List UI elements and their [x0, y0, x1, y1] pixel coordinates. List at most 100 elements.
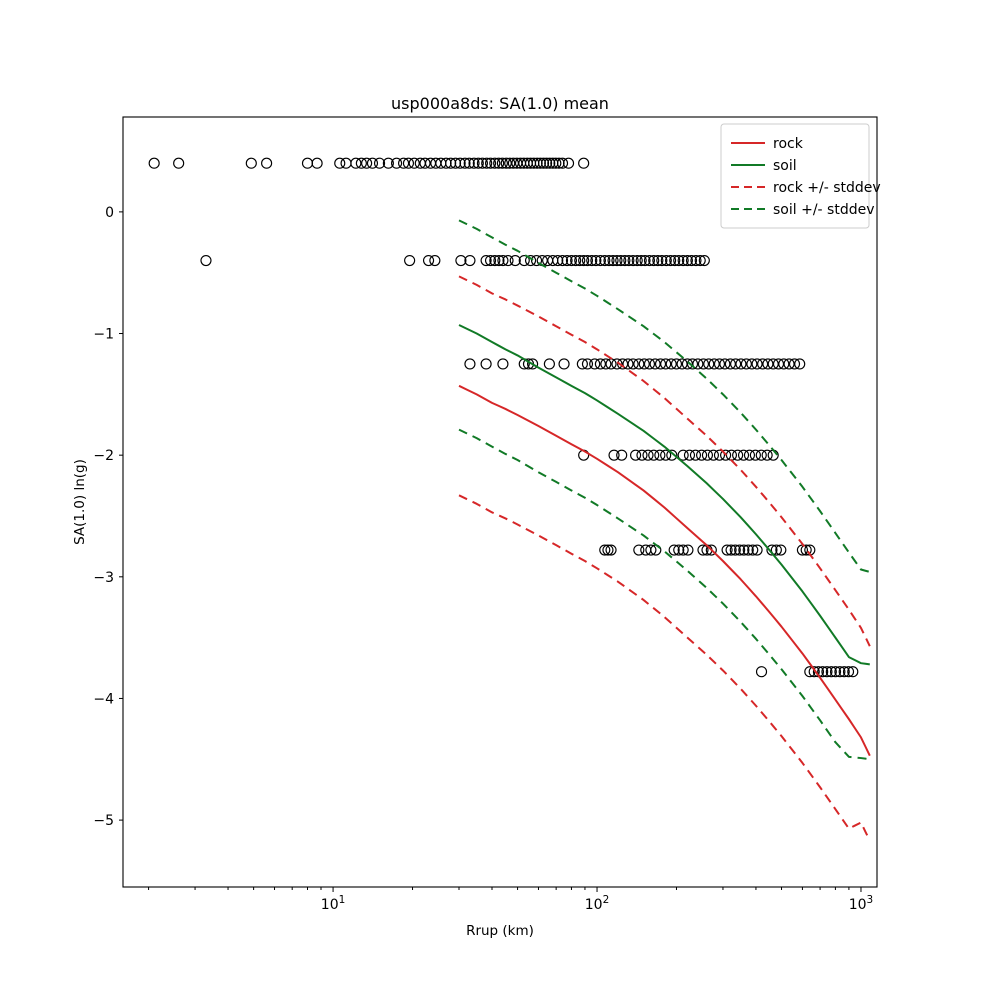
- scatter-point: [481, 157, 493, 169]
- scatter-point: [502, 254, 514, 267]
- scatter-point: [834, 666, 846, 678]
- scatter-point: [761, 449, 773, 461]
- scatter-point: [746, 358, 758, 370]
- scatter-point: [654, 449, 666, 461]
- scatter-point: [489, 157, 501, 169]
- scatter-point: [719, 358, 731, 370]
- x-tick-label: 103: [849, 894, 874, 913]
- scatter-point: [643, 358, 656, 370]
- scatter-point: [639, 254, 651, 267]
- scatter-point: [755, 449, 767, 461]
- legend-label: rock: [773, 136, 804, 152]
- scatter-point: [737, 449, 750, 461]
- scatter-point: [665, 358, 677, 370]
- scatter-point: [527, 358, 539, 370]
- scatter-point: [576, 358, 588, 370]
- scatter-point: [500, 157, 512, 169]
- scatter-point: [534, 157, 546, 169]
- scatter-point: [581, 358, 594, 370]
- scatter-point: [788, 358, 801, 370]
- y-tick-label: −2: [93, 448, 114, 464]
- scatter-point: [200, 254, 212, 267]
- curve-soil-mean: [458, 324, 870, 666]
- scatter-point: [713, 449, 726, 461]
- scatter-point: [530, 254, 543, 267]
- curve-soil-stddev: [458, 219, 871, 573]
- scatter-point: [742, 544, 754, 556]
- scatter-point: [842, 666, 855, 678]
- scatter-point: [565, 254, 578, 267]
- scatter-point: [633, 358, 645, 370]
- scatter-point: [732, 449, 744, 461]
- scatter-point: [635, 254, 647, 267]
- scatter-point: [605, 544, 617, 556]
- scatter-point: [148, 157, 160, 169]
- scatter-point: [770, 544, 782, 556]
- scatter-point: [757, 358, 769, 370]
- scatter-point: [472, 157, 484, 169]
- scatter-point: [544, 157, 556, 169]
- scatter-point: [775, 544, 787, 556]
- scatter-point: [594, 254, 606, 267]
- scatter-point: [636, 449, 648, 461]
- scatter-point: [730, 358, 742, 370]
- scatter-point: [660, 449, 672, 461]
- curve-rock-mean: [458, 384, 871, 757]
- scatter-point: [622, 358, 634, 370]
- scatter-point: [677, 254, 689, 267]
- scatter-point: [725, 544, 737, 556]
- scatter-point: [261, 157, 273, 169]
- scatter-point: [631, 254, 643, 267]
- scatter-point: [689, 449, 702, 461]
- scatter-point: [673, 254, 685, 267]
- scatter-point: [616, 449, 628, 461]
- scatter-point: [594, 358, 606, 370]
- scatter-point: [762, 358, 774, 370]
- scatter-point: [652, 254, 664, 267]
- scatter-point: [497, 254, 509, 267]
- scatter-point: [599, 254, 611, 267]
- scatter-point: [669, 254, 681, 267]
- scatter-point: [751, 544, 763, 556]
- legend-label: soil: [773, 158, 797, 174]
- scatter-point: [692, 358, 704, 370]
- chart-legend[interactable]: rock soil rock +/- stddev soil +/- stddev: [720, 123, 881, 229]
- x-axis-label: Rrup (km): [466, 923, 534, 939]
- scatter-point: [390, 157, 403, 169]
- scatter-point: [311, 157, 323, 169]
- scatter-point: [738, 544, 750, 556]
- legend-label: soil +/- stddev: [773, 202, 875, 218]
- scatter-point: [633, 544, 645, 556]
- scatter-point: [615, 254, 627, 267]
- scatter-point: [766, 544, 778, 556]
- x-tick-label: 101: [321, 894, 346, 913]
- scatter-point: [743, 449, 756, 461]
- scatter-point: [464, 358, 476, 370]
- scatter-point: [713, 358, 726, 370]
- scatter-point: [382, 157, 394, 169]
- scatter-point: [419, 157, 431, 169]
- scatter-point: [429, 254, 441, 267]
- scatter-point: [578, 254, 590, 267]
- legend-label: rock +/- stddev: [773, 180, 881, 196]
- axes-frame: [122, 116, 878, 888]
- scatter-point: [619, 254, 631, 267]
- scatter-point: [611, 254, 623, 267]
- scatter-point: [493, 254, 505, 267]
- scatter-point: [778, 358, 790, 370]
- scatter-point: [708, 358, 720, 370]
- scatter-point: [550, 157, 562, 169]
- scatter-point: [373, 157, 386, 169]
- ticks-layer: 0 −1 −2 −3 −4 −5 101 102 103: [93, 205, 873, 913]
- scatter-point: [734, 544, 746, 556]
- scatter-point: [497, 358, 509, 370]
- scatter-point: [643, 254, 656, 267]
- scatter-point: [847, 666, 859, 678]
- scatter-point: [698, 254, 710, 267]
- scatter-point: [366, 157, 379, 169]
- plot-background: [123, 117, 877, 887]
- scatter-point: [561, 254, 573, 267]
- scatter-point: [677, 449, 689, 461]
- scatter-point: [670, 358, 683, 370]
